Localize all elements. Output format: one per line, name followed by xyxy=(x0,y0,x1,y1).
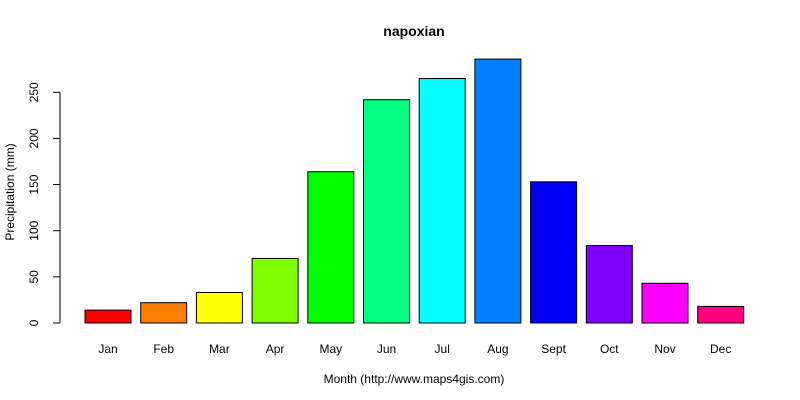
bar-aug xyxy=(474,58,522,324)
bar-nov xyxy=(641,282,689,324)
bar-jan xyxy=(84,309,132,324)
bar-dec xyxy=(697,305,745,324)
y-tick-label: 250 xyxy=(27,82,41,102)
y-tick-label: 100 xyxy=(27,220,41,240)
x-tick-label: Jun xyxy=(377,342,396,356)
y-tick-label: 200 xyxy=(27,128,41,148)
x-tick-label: Nov xyxy=(654,342,675,356)
x-tick-labels: Jan Feb Mar Apr May Jun Jul Aug Sept Oct Nov Dec xyxy=(98,342,731,356)
x-axis-label: Month (http://www.maps4gis.com) xyxy=(324,372,505,386)
bar-apr xyxy=(251,257,299,324)
bar-oct xyxy=(585,245,633,324)
chart-title: napoxian xyxy=(383,23,444,39)
y-axis-label: Precipitation (mm) xyxy=(3,143,17,240)
bar-sept xyxy=(530,181,578,324)
x-tick-label: Apr xyxy=(266,342,285,356)
x-tick-label: Jul xyxy=(435,342,450,356)
x-tick-label: Mar xyxy=(209,342,230,356)
y-axis: 0 50 100 150 200 250 xyxy=(27,82,61,326)
bar-mar xyxy=(195,292,243,324)
bar-feb xyxy=(140,302,188,324)
bar-jun xyxy=(363,99,410,324)
bars xyxy=(84,58,745,324)
y-tick-label: 50 xyxy=(27,270,41,284)
x-tick-label: Feb xyxy=(153,342,174,356)
y-tick-label: 150 xyxy=(27,174,41,194)
y-tick-label: 0 xyxy=(27,319,41,326)
bar-jul xyxy=(418,78,466,324)
x-tick-label: Dec xyxy=(710,342,731,356)
x-tick-label: Sept xyxy=(541,342,566,356)
x-tick-label: Aug xyxy=(487,342,508,356)
x-tick-label: May xyxy=(319,342,342,356)
bar-may xyxy=(307,171,355,324)
x-tick-label: Jan xyxy=(98,342,117,356)
x-tick-label: Oct xyxy=(600,342,619,356)
